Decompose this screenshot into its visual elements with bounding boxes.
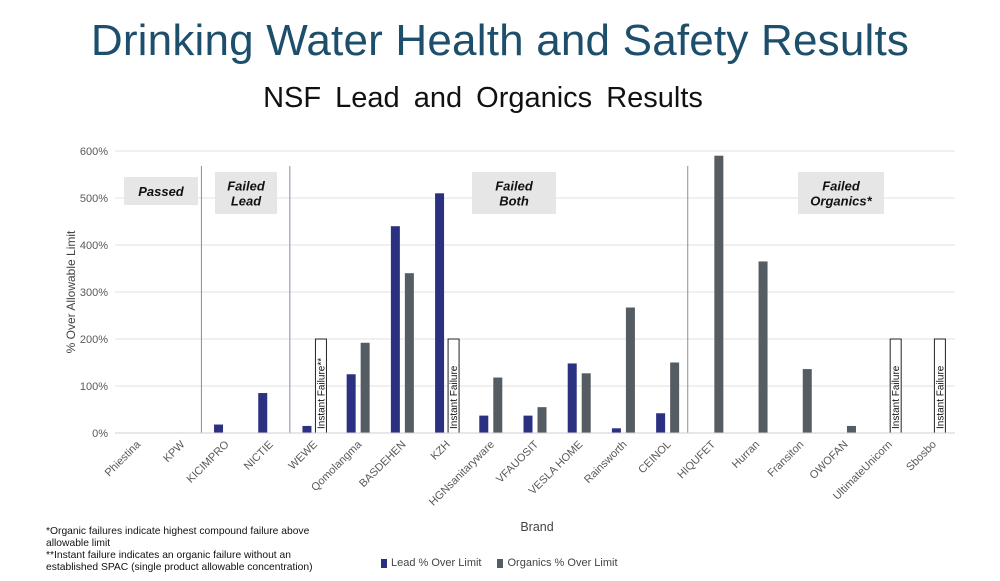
legend-label-organics: Organics % Over Limit (507, 557, 618, 569)
x-tick-label: VFAUOSIT (494, 438, 541, 485)
x-tick-label: WEWE (287, 439, 321, 473)
bar-organics (360, 342, 370, 433)
y-axis-title: % Over Allowable Limit (64, 230, 78, 353)
footnote-instant: **Instant failure indicates an organic f… (46, 550, 313, 573)
y-tick-label: 500% (80, 193, 108, 205)
bar-lead (611, 428, 621, 433)
legend-swatch-organics (497, 558, 504, 568)
y-tick-label: 200% (80, 334, 108, 346)
page-subtitle: NSF Lead and Organics Results (263, 82, 703, 114)
bar-organics (802, 369, 812, 433)
bar-organics (404, 273, 414, 433)
bar-organics (537, 407, 547, 433)
x-tick-label: Hurran (730, 439, 762, 471)
legend-item-organics: Organics % Over Limit (497, 557, 618, 569)
group-label: Failed (822, 179, 861, 194)
x-tick-label: KICIMPRO (185, 438, 232, 485)
group-label-box (215, 172, 277, 214)
instant-failure-label: Instant Failure (891, 365, 902, 429)
bar-lead (214, 424, 224, 433)
group-label: Lead (231, 194, 262, 209)
y-tick-label: 0% (92, 428, 108, 440)
x-tick-label: CEINOL (636, 439, 673, 476)
x-tick-label: KZH (429, 439, 453, 463)
legend-item-lead: Lead % Over Limit (381, 557, 481, 569)
bar-lead (567, 363, 577, 433)
bar-organics (758, 261, 768, 433)
x-tick-label: Sbosbo (904, 439, 939, 474)
y-tick-label: 300% (80, 287, 108, 299)
x-tick-label: Rainsworth (582, 439, 629, 486)
bar-lead (435, 193, 445, 433)
bar-lead (346, 374, 356, 433)
group-label: Failed (495, 179, 534, 194)
instant-failure-label: Instant Failure (449, 365, 460, 429)
group-label-box (472, 172, 556, 214)
group-label: Both (499, 194, 529, 209)
x-tick-label: OWOFAN (808, 439, 851, 482)
footnotes: *Organic failures indicate highest compo… (46, 526, 336, 574)
bar-organics (670, 362, 680, 433)
bar-lead (479, 415, 489, 433)
bar-lead (523, 415, 533, 433)
group-label: Failed (227, 179, 266, 194)
x-axis-title: Brand (520, 520, 553, 534)
chart-legend: Lead % Over Limit Organics % Over Limit (381, 557, 634, 569)
bar-organics (625, 307, 635, 433)
footnote-organic: *Organic failures indicate highest compo… (46, 526, 310, 549)
y-tick-label: 400% (80, 240, 108, 252)
bar-organics (493, 377, 503, 433)
bar-lead (302, 425, 312, 433)
bar-organics (714, 155, 724, 433)
legend-label-lead: Lead % Over Limit (391, 557, 482, 569)
instant-failure-label: Instant Failure** (316, 358, 327, 429)
bar-lead (390, 226, 400, 433)
x-tick-label: Fransiton (765, 439, 806, 480)
x-tick-label: NICTIE (242, 439, 276, 473)
group-label: Organics* (810, 194, 872, 209)
y-tick-label: 600% (80, 146, 108, 158)
bar-organics (846, 425, 856, 433)
legend-swatch-lead (381, 558, 387, 568)
x-tick-label: HIQUFET (675, 438, 718, 481)
group-label: Passed (138, 184, 185, 199)
group-label-box (798, 172, 884, 214)
instant-failure-label: Instant Failure (935, 365, 946, 429)
group-label-box (124, 177, 198, 205)
page-title: Drinking Water Health and Safety Results (90, 16, 910, 65)
x-tick-label: KPW (161, 438, 188, 465)
x-tick-label: BASDEHEN (357, 439, 408, 490)
bar-organics (581, 373, 591, 433)
y-tick-label: 100% (80, 381, 108, 393)
bar-lead (258, 393, 268, 433)
x-tick-label: Phiestina (103, 438, 144, 479)
bar-lead (656, 413, 666, 433)
